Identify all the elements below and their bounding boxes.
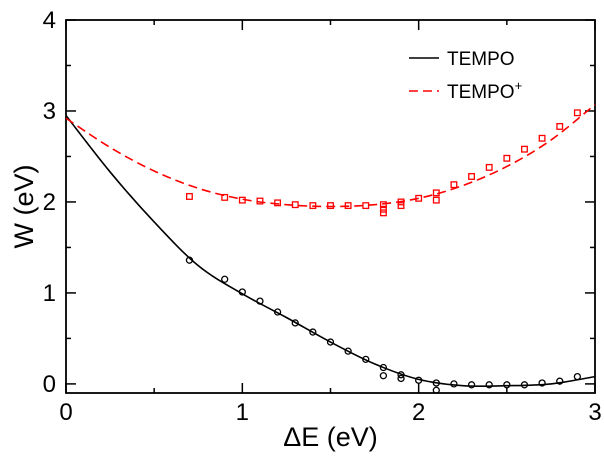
- tempo-data-point: [221, 275, 229, 283]
- tempo-data-point: [520, 381, 529, 389]
- tempo-data-point: [256, 297, 264, 305]
- tempo-plus-data-point: [397, 198, 405, 206]
- tempo-data-point: [415, 376, 423, 384]
- tick-group: 0 1 2 3 0 1 2 3 4: [43, 7, 602, 426]
- tempo-plus-data-point: [274, 199, 282, 207]
- tempo-data-point: [397, 374, 405, 383]
- tempo-plus-data-point: [327, 202, 334, 210]
- tempo-plus-data-point: [521, 145, 528, 153]
- tempo-plus-data-point: [309, 202, 317, 210]
- tempo-data-point: [326, 338, 335, 346]
- tempo-plus-data-point: [538, 134, 546, 142]
- tempo-plus-data-point: [256, 197, 264, 205]
- tempo-data-point: [467, 381, 476, 389]
- tempo-plus-fit-line: [65, 103, 596, 208]
- tempo-data-point: [291, 319, 299, 327]
- tempo-data-point: [432, 386, 440, 394]
- tempo-data-point: [503, 381, 511, 389]
- tempo-data-point: [538, 379, 546, 387]
- y-tick-label: 1: [43, 280, 56, 307]
- y-tick-label: 4: [43, 7, 56, 34]
- tempo-plus-data-point: [362, 202, 370, 210]
- y-tick-label: 0: [43, 371, 56, 398]
- tempo-data-point: [344, 347, 352, 355]
- tempo-plus-data-point: [221, 193, 229, 201]
- legend-label-tempo-plus-superscript: +: [515, 78, 523, 93]
- x-tick-label: 1: [236, 399, 249, 426]
- tempo-plus-data-point: [468, 173, 476, 180]
- legend-label-tempo: TEMPO: [447, 49, 515, 70]
- tempo-plus-data-point: [432, 189, 440, 197]
- tempo-data-point: [397, 371, 405, 379]
- tempo-plus-data-point: [344, 202, 352, 210]
- tempo-plus-data-point: [238, 196, 246, 204]
- tempo-data-point: [379, 372, 388, 380]
- x-tick-label: 3: [588, 399, 601, 426]
- tempo-plus-data-point: [379, 209, 387, 217]
- tempo-plus-data-point: [503, 154, 511, 162]
- tempo-data-point: [238, 288, 246, 296]
- tempo-data-point: [556, 377, 564, 385]
- legend: TEMPO TEMPO+: [409, 49, 522, 103]
- tempo-data-point: [379, 363, 388, 372]
- x-tick-label: 2: [412, 399, 425, 426]
- legend-label-tempo-plus-base: TEMPO: [447, 82, 515, 103]
- tempo-plus-data-point: [450, 181, 458, 189]
- tempo-data-point: [450, 380, 458, 388]
- y-tick-label: 2: [43, 189, 56, 216]
- tempo-data-point: [309, 328, 317, 336]
- tempo-data-point: [273, 308, 282, 316]
- tempo-data-point: [362, 355, 370, 363]
- tempo-data-point: [432, 379, 440, 387]
- tempo-data-point: [185, 256, 194, 264]
- x-axis-label: ΔE (eV): [283, 422, 378, 452]
- tempo-data-point: [573, 372, 582, 381]
- y-axis-label: W (eV): [9, 165, 39, 249]
- legend-label-tempo-plus: TEMPO+: [447, 78, 522, 103]
- tempo-plus-data-point: [556, 122, 564, 130]
- data-points: [185, 109, 582, 394]
- tempo-plus-data-point: [379, 201, 387, 209]
- tempo-plus-data-point: [397, 202, 405, 210]
- tempo-plus-data-point: [379, 205, 387, 213]
- y-tick-label: 3: [43, 98, 56, 125]
- tempo-plus-data-point: [415, 194, 423, 202]
- tempo-plus-data-point: [432, 196, 440, 204]
- fit-curves: [65, 103, 596, 388]
- tempo-plus-data-point: [485, 163, 493, 171]
- tempo-fit-line: [65, 115, 596, 388]
- x-tick-label: 0: [59, 399, 72, 426]
- tempo-data-point: [485, 381, 493, 389]
- tempo-plus-data-point: [573, 109, 581, 117]
- tempo-plus-data-point: [291, 201, 299, 209]
- tempo-plus-data-point: [185, 193, 193, 200]
